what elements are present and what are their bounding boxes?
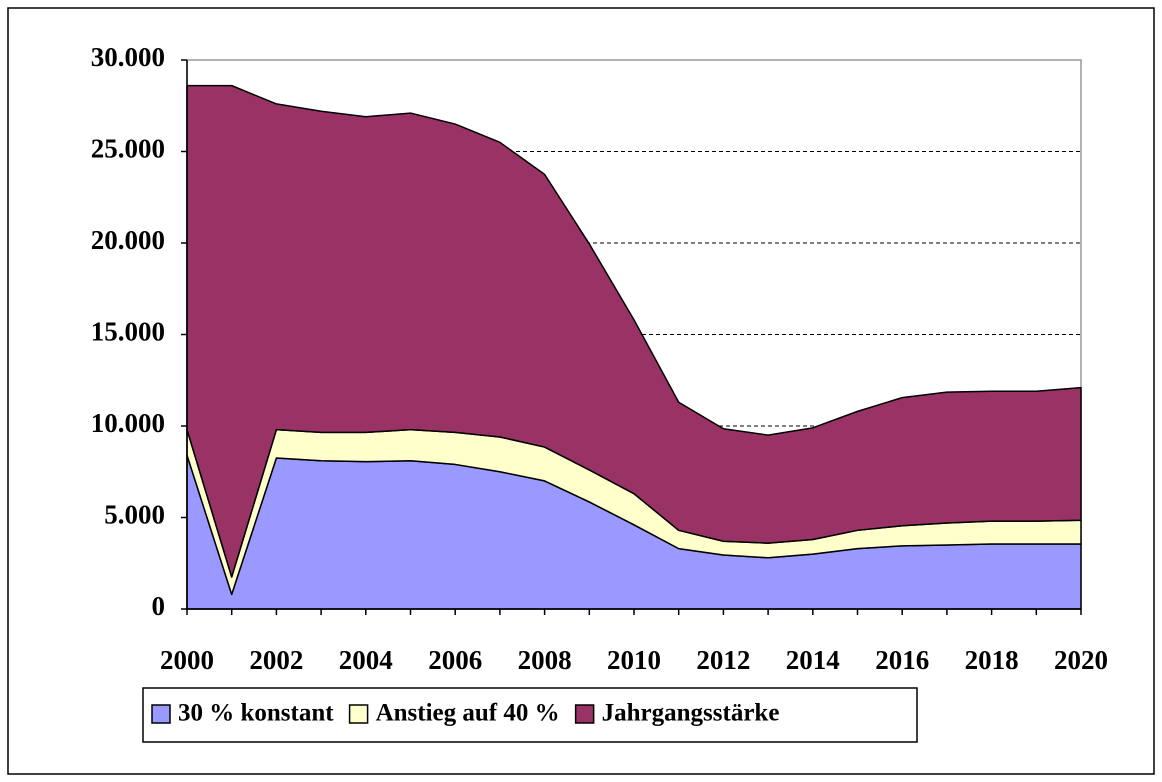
y-tick-label: 5.000 xyxy=(104,500,165,530)
y-tick-label: 15.000 xyxy=(91,317,165,347)
x-tick-label: 2014 xyxy=(786,645,840,675)
y-tick-label: 0 xyxy=(152,591,166,621)
y-tick-label: 20.000 xyxy=(91,225,165,255)
x-tick-label: 2004 xyxy=(339,645,393,675)
x-tick-label: 2010 xyxy=(607,645,661,675)
legend-label: 30 % konstant xyxy=(178,700,334,727)
y-tick-label: 10.000 xyxy=(91,408,165,438)
legend-swatch xyxy=(151,704,171,724)
x-tick-label: 2008 xyxy=(518,645,572,675)
legend-swatch xyxy=(348,704,369,724)
y-tick-label: 25.000 xyxy=(91,134,165,164)
y-tick-label: 30.000 xyxy=(91,42,165,72)
legend-swatch xyxy=(574,704,595,724)
x-tick-label: 2000 xyxy=(160,645,214,675)
x-tick-label: 2016 xyxy=(875,645,929,675)
x-tick-label: 2006 xyxy=(428,645,482,675)
x-tick-label: 2002 xyxy=(249,645,303,675)
area xyxy=(186,84,1082,578)
legend-label: Jahrgangsstärke xyxy=(602,700,780,727)
x-tick-label: 2012 xyxy=(696,645,750,675)
x-tick-label: 2018 xyxy=(965,645,1019,675)
legend-box xyxy=(142,687,918,743)
x-tick-label: 2020 xyxy=(1054,645,1108,675)
legend-label: Anstieg auf 40 % xyxy=(376,700,560,727)
